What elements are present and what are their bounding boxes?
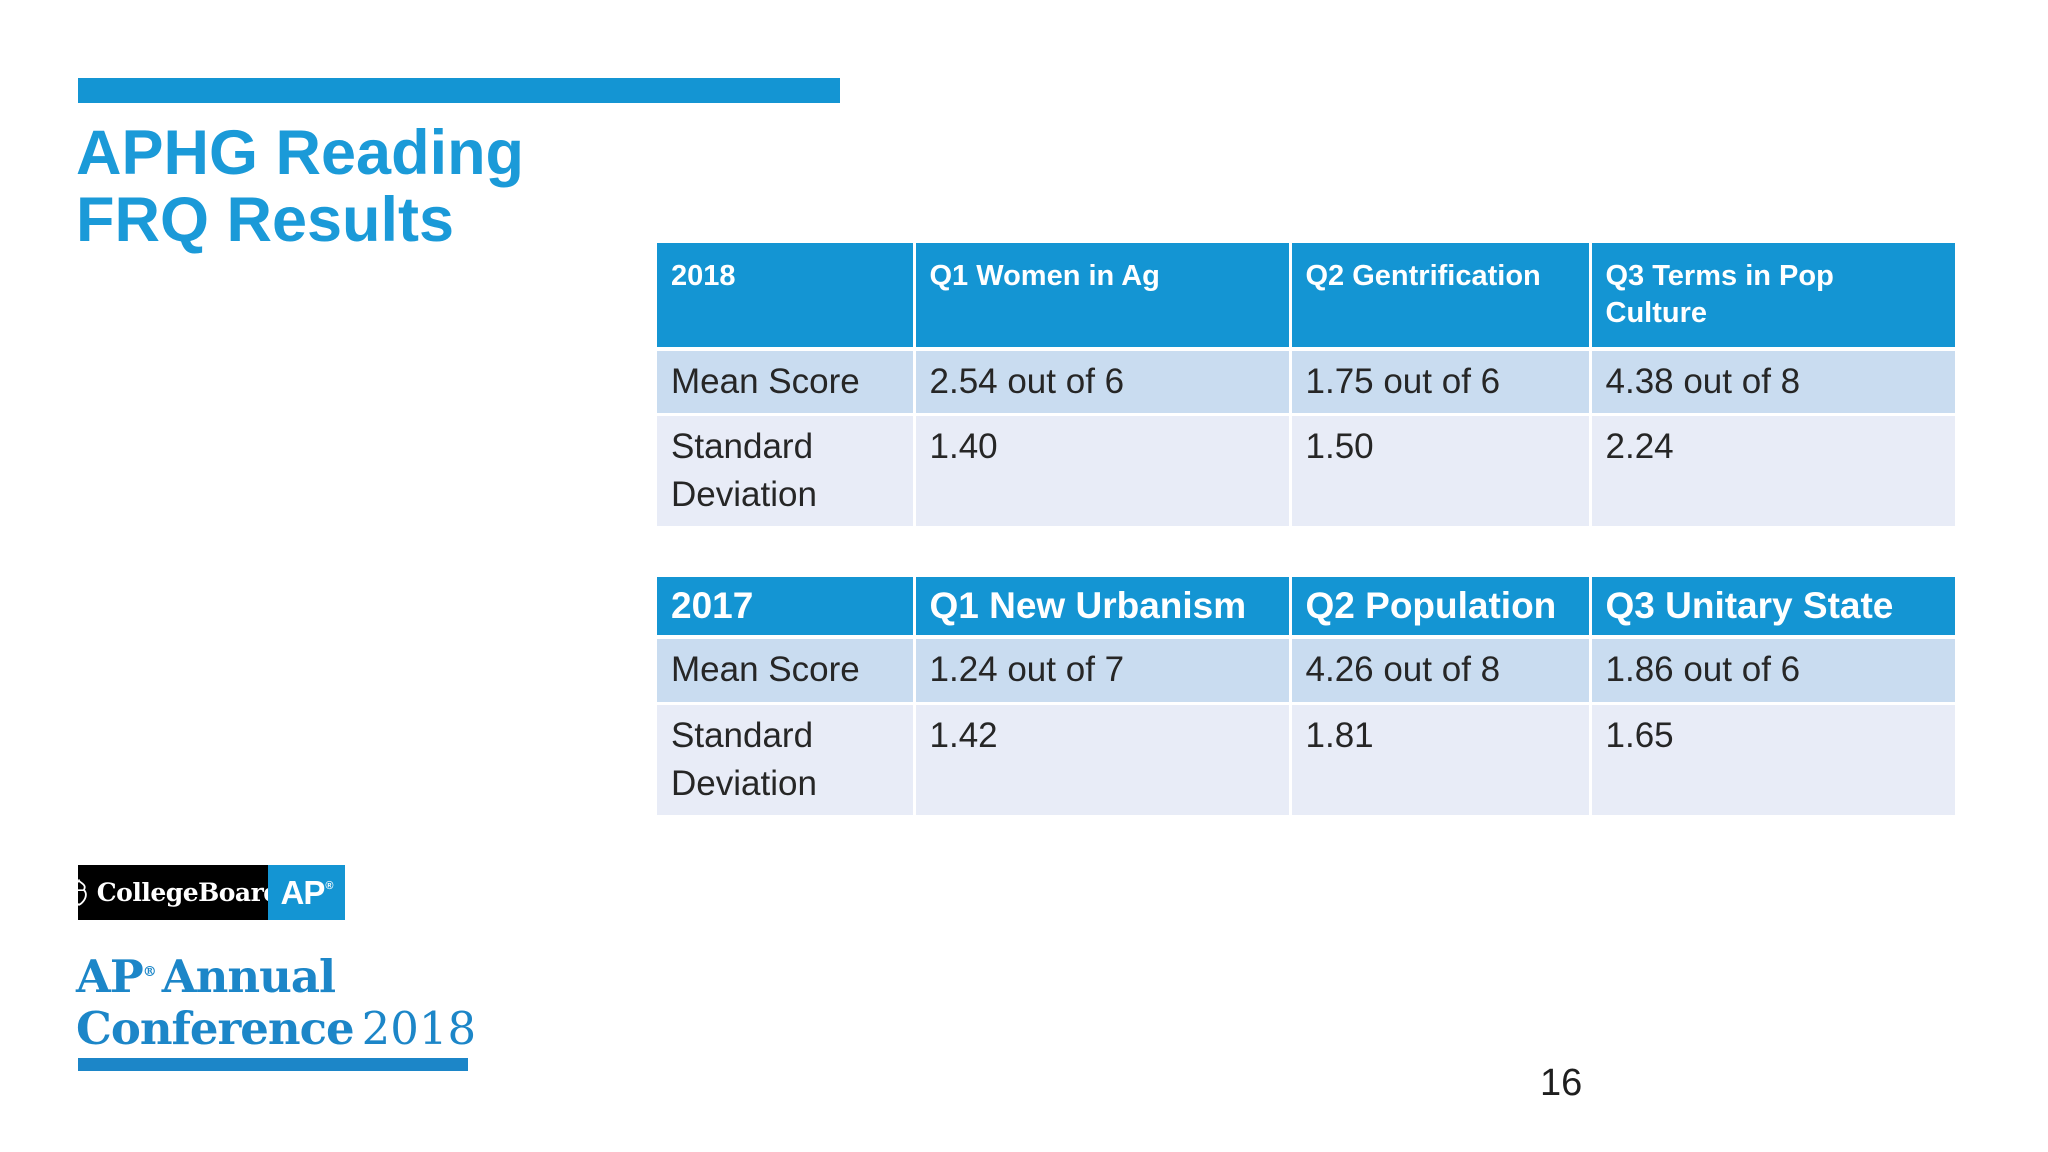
registered-mark: ® [142, 964, 157, 980]
ap-logo-text: AP [280, 873, 326, 911]
acorn-icon [66, 878, 92, 907]
conference-line2: Conference 2018 [76, 1003, 476, 1055]
table-row-mean-score: Mean Score 2.54 out of 6 1.75 out of 6 4… [657, 349, 1955, 416]
t2018-header-q1: Q1 Women in Ag [914, 243, 1292, 351]
t2018-header-q2: Q2 Gentrification [1290, 243, 1592, 351]
conference-ap: AP [76, 950, 144, 1003]
t2018-sd-q1: 1.40 [914, 414, 1292, 526]
t2017-header-q1: Q1 New Urbanism [914, 577, 1292, 639]
registered-mark: ® [325, 879, 333, 892]
t2018-header-year: 2018 [657, 243, 916, 351]
t2017-sd-q1: 1.42 [914, 703, 1292, 815]
table-header-row: 2018 Q1 Women in Ag Q2 Gentrification Q3… [657, 243, 1955, 351]
t2018-sd-label: Standard Deviation [657, 414, 916, 526]
collegeboard-ap-logo: CollegeBoard AP ® [70, 865, 345, 920]
ap-annual-conference-wordmark: AP® Annual Conference 2018 [76, 946, 476, 1055]
frq-results-table-2018: 2018 Q1 Women in Ag Q2 Gentrification Q3… [657, 243, 1955, 526]
t2017-mean-q2: 4.26 out of 8 [1290, 637, 1592, 705]
t2018-sd-q2: 1.50 [1290, 414, 1592, 526]
t2017-sd-q2: 1.81 [1290, 703, 1592, 815]
t2017-header-year: 2017 [657, 577, 916, 639]
t2018-sd-q3: 2.24 [1590, 414, 1955, 526]
t2017-mean-q3: 1.86 out of 6 [1590, 637, 1955, 705]
conference-line1: AP® Annual [76, 946, 476, 1003]
t2018-mean-q2: 1.75 out of 6 [1290, 349, 1592, 416]
title-accent-bar [78, 78, 840, 103]
t2018-mean-q1: 2.54 out of 6 [914, 349, 1292, 416]
t2017-sd-label: Standard Deviation [657, 703, 916, 815]
collegeboard-logo-block: CollegeBoard [70, 865, 281, 920]
conference-annual: Annual [161, 950, 336, 1003]
conference-year: 2018 [361, 1002, 477, 1055]
table-header-row: 2017 Q1 New Urbanism Q2 Population Q3 Un… [657, 577, 1955, 639]
slide-title: APHG Reading FRQ Results [76, 120, 524, 254]
t2017-mean-label: Mean Score [657, 637, 916, 705]
table-row-standard-deviation: Standard Deviation 1.42 1.81 1.65 [657, 703, 1955, 815]
t2018-mean-label: Mean Score [657, 349, 916, 416]
slide-title-line2: FRQ Results [76, 185, 455, 255]
collegeboard-wordmark: CollegeBoard [96, 878, 281, 907]
t2017-mean-q1: 1.24 out of 7 [914, 637, 1292, 705]
t2017-sd-q3: 1.65 [1590, 703, 1955, 815]
t2017-header-q2: Q2 Population [1290, 577, 1592, 639]
page-number: 16 [1540, 1062, 1583, 1104]
table-row-standard-deviation: Standard Deviation 1.40 1.50 2.24 [657, 414, 1955, 526]
t2018-mean-q3: 4.38 out of 8 [1590, 349, 1955, 416]
conference-underline-bar [78, 1058, 468, 1071]
frq-results-table-2017: 2017 Q1 New Urbanism Q2 Population Q3 Un… [657, 577, 1955, 815]
t2018-header-q3: Q3 Terms in Pop Culture [1590, 243, 1955, 351]
ap-logo-block: AP ® [268, 865, 345, 920]
slide-title-line1: APHG Reading [76, 118, 525, 188]
table-row-mean-score: Mean Score 1.24 out of 7 4.26 out of 8 1… [657, 637, 1955, 705]
conference-word: Conference [76, 1002, 355, 1055]
t2017-header-q3: Q3 Unitary State [1590, 577, 1955, 639]
